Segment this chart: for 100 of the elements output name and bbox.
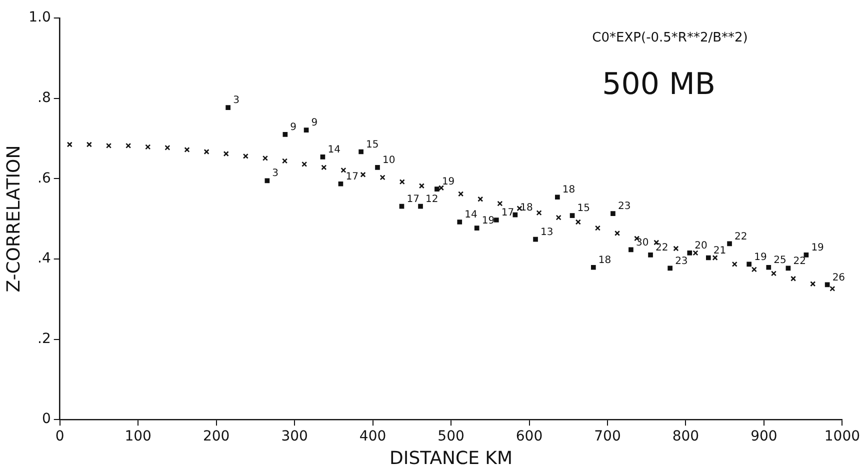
annotation: 14 [464, 210, 478, 221]
point [226, 105, 230, 110]
point [536, 210, 542, 216]
x-tick-label: 900 [750, 428, 778, 445]
point [533, 236, 538, 242]
point [282, 158, 288, 164]
point [438, 185, 444, 191]
annotation: 13 [540, 226, 554, 238]
point [575, 219, 581, 225]
annotation: 18 [562, 184, 576, 196]
point [668, 266, 672, 271]
point [86, 142, 92, 148]
point [304, 128, 309, 132]
point [766, 264, 772, 270]
annotation: 9 [311, 118, 318, 129]
annotation: 21 [713, 245, 726, 256]
point [706, 255, 711, 260]
annotation: 10 [382, 154, 396, 166]
point [474, 226, 480, 230]
y-axis-title: Z-CORRELATION [3, 145, 24, 292]
point [497, 200, 503, 206]
x-tick-label: 500 [438, 428, 464, 445]
x-tick-label: 700 [594, 428, 621, 445]
point [360, 172, 366, 178]
point [242, 153, 248, 159]
point [687, 250, 692, 256]
point [494, 218, 499, 222]
x-tick-label: 400 [359, 428, 386, 445]
y-tick-label: .4 [38, 250, 51, 267]
point [746, 262, 752, 267]
annotation: 18 [520, 202, 533, 214]
point [790, 276, 796, 282]
point [184, 146, 190, 152]
annotation: 17 [501, 208, 514, 219]
annotation: 15 [577, 203, 590, 214]
point [556, 214, 562, 220]
point [804, 252, 809, 258]
point [282, 132, 288, 137]
point [732, 261, 738, 267]
annotation: 23 [675, 256, 688, 267]
annotation: 17 [406, 194, 420, 205]
x-tick-label: 1000 [824, 428, 860, 445]
point [457, 220, 462, 224]
annotation: 500 MB [602, 66, 716, 102]
point [673, 246, 679, 252]
point [264, 178, 270, 184]
annotation: 20 [694, 240, 708, 252]
point [590, 264, 596, 270]
point [751, 266, 757, 272]
point [614, 230, 620, 236]
annotation: 9 [290, 122, 297, 134]
point [418, 204, 423, 209]
point [648, 252, 653, 258]
point [380, 174, 386, 180]
point [824, 282, 830, 288]
point [830, 286, 836, 292]
y-tick-label: 0 [42, 411, 51, 428]
point [810, 281, 816, 287]
y-tick-label: 1.0 [28, 10, 51, 26]
point [66, 142, 72, 148]
point [570, 213, 575, 218]
annotation: 19 [811, 242, 824, 254]
point [434, 186, 440, 192]
point [164, 144, 170, 150]
annotation: 14 [328, 144, 340, 156]
y-tick-label: .2 [38, 330, 51, 347]
x-tick-label: 100 [124, 428, 152, 445]
point [262, 155, 268, 161]
annotation: 26 [832, 272, 846, 284]
point [727, 241, 732, 246]
y-tick-label: .8 [38, 90, 51, 106]
x-tick-label: 600 [516, 428, 543, 445]
point [786, 266, 791, 271]
x-axis-title: DISTANCE KM [390, 448, 513, 469]
point [478, 196, 484, 202]
point [223, 150, 229, 157]
point [358, 149, 364, 154]
point [340, 167, 346, 173]
point [712, 254, 718, 261]
y-tick-label: .6 [38, 170, 51, 186]
point [399, 204, 404, 209]
annotation: 22 [656, 242, 668, 254]
annotation: 22 [793, 256, 806, 267]
annotation: 18 [598, 254, 612, 266]
point [418, 183, 424, 189]
point [692, 250, 698, 256]
x-tick-label: 300 [281, 428, 308, 445]
point [338, 181, 344, 186]
point [375, 164, 380, 170]
point [321, 164, 327, 170]
point [145, 144, 151, 150]
annotation: 3 [272, 168, 279, 180]
annotation: 19 [442, 176, 455, 188]
annotation: 17 [346, 171, 358, 182]
point [399, 179, 405, 185]
point [204, 148, 210, 155]
point [555, 194, 560, 200]
annotation: 3 [233, 95, 240, 106]
annotation: 23 [618, 201, 631, 212]
point [610, 211, 616, 216]
